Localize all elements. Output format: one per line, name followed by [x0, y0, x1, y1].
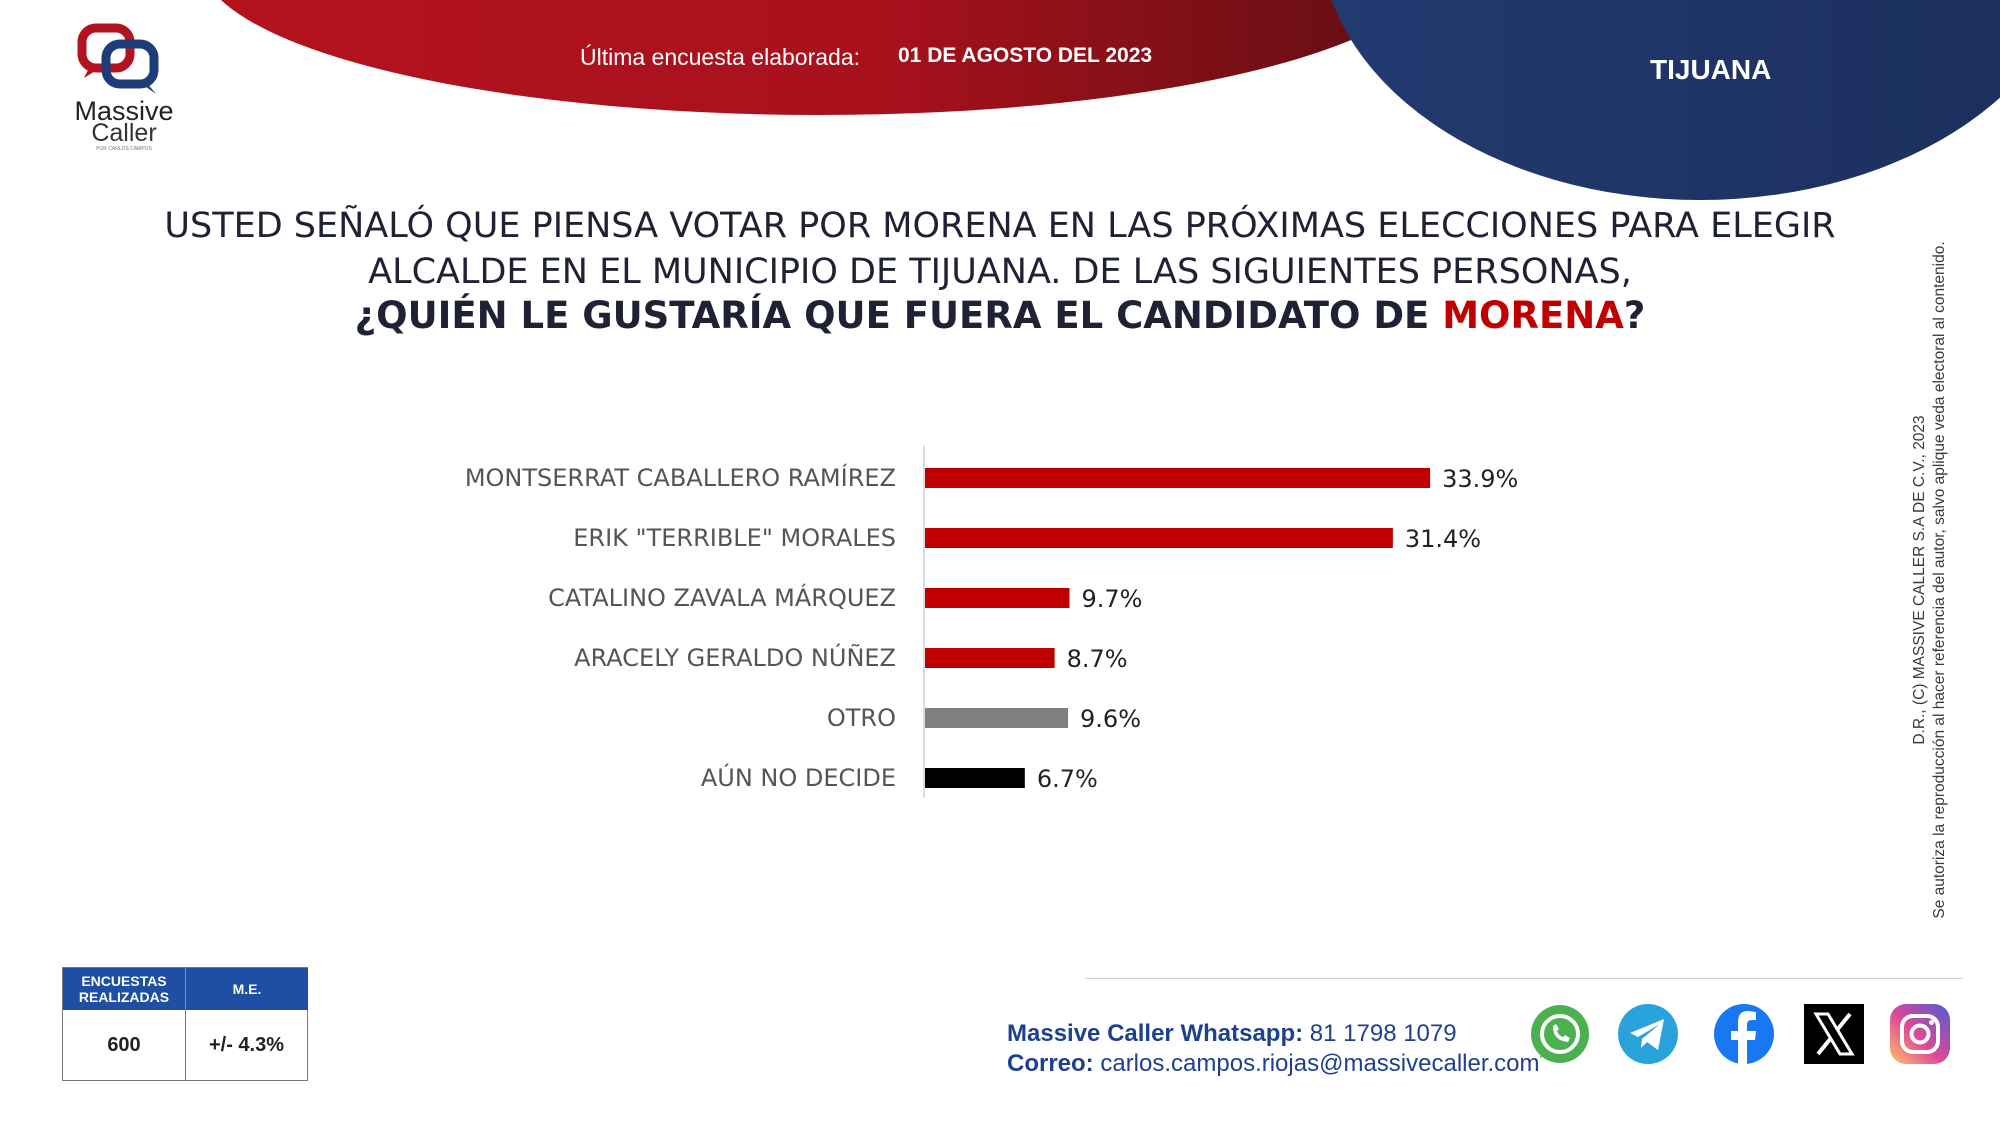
question-line-3-suffix: ?	[1623, 294, 1646, 337]
contact-email: Correo: carlos.campos.riojas@massivecall…	[1007, 1050, 1540, 1078]
instagram-icon[interactable]	[1888, 1002, 1952, 1066]
data-label: 33.9%	[1442, 465, 1518, 493]
survey-date-value: 01 DE AGOSTO DEL 2023	[898, 44, 1153, 67]
question-highlight-party: MORENA	[1442, 294, 1624, 337]
bar	[925, 468, 1431, 488]
logo-tagline: POR CARLOS CAMPOS	[96, 146, 152, 152]
massive-caller-logo	[77, 23, 159, 94]
survey-stats-table: ENCUESTAS REALIZADAS M.E. 600 +/- 4.3%	[62, 967, 308, 1081]
surveys-header: ENCUESTAS REALIZADAS	[63, 968, 185, 1010]
copyright-line-2: Se autoriza la reproducción al hacer ref…	[1931, 241, 1948, 919]
category-label: AÚN NO DECIDE	[701, 762, 896, 792]
data-label: 9.7%	[1082, 585, 1143, 613]
bar	[925, 708, 1069, 728]
category-label: ERIK "TERRIBLE" MORALES	[573, 524, 896, 552]
whatsapp-label: Massive Caller Whatsapp:	[1007, 1020, 1304, 1047]
category-label: OTRO	[827, 704, 896, 732]
footer-divider	[1085, 978, 1963, 979]
data-label: 6.7%	[1037, 765, 1098, 793]
bar	[925, 768, 1025, 788]
data-label: 9.6%	[1080, 705, 1141, 733]
bar	[925, 588, 1070, 608]
question-line-3: ¿QUIÉN LE GUSTARÍA QUE FUERA EL CANDIDAT…	[0, 294, 2000, 337]
copyright-line-1: D.R., (C) MASSIVE CALLER S.A DE C.V., 20…	[1911, 415, 1928, 745]
data-label: 31.4%	[1405, 525, 1481, 553]
contact-whatsapp: Massive Caller Whatsapp: 81 1798 1079	[1007, 1020, 1457, 1048]
logo-text-caller: Caller	[91, 119, 157, 147]
bar	[925, 528, 1393, 548]
margin-error-value: +/- 4.3%	[185, 1010, 307, 1080]
margin-error-header: M.E.	[185, 968, 308, 1010]
email-address[interactable]: carlos.campos.riojas@massivecaller.com	[1100, 1050, 1540, 1077]
question-line-2: ALCALDE EN EL MUNICIPIO DE TIJUANA. DE L…	[368, 252, 1632, 292]
surveys-value: 600	[107, 1034, 141, 1056]
whatsapp-number[interactable]: 81 1798 1079	[1309, 1020, 1457, 1047]
logo-text-massive: Massive	[74, 96, 174, 126]
x-twitter-icon[interactable]	[1802, 1002, 1866, 1066]
email-label: Correo:	[1007, 1050, 1094, 1077]
copyright-note: D.R., (C) MASSIVE CALLER S.A DE C.V., 20…	[1900, 230, 1960, 930]
survey-date-label: Última encuesta elaborada:	[580, 44, 860, 70]
category-label: MONTSERRAT CABALLERO RAMÍREZ	[465, 463, 896, 492]
telegram-icon[interactable]	[1616, 1002, 1680, 1066]
question-line-3-prefix: ¿QUIÉN LE GUSTARÍA QUE FUERA EL CANDIDAT…	[354, 294, 1443, 337]
category-label: CATALINO ZAVALA MÁRQUEZ	[548, 583, 896, 612]
bar	[925, 648, 1055, 668]
region-label: TIJUANA	[1650, 54, 1772, 85]
facebook-icon[interactable]	[1712, 1002, 1776, 1066]
whatsapp-icon[interactable]	[1528, 1002, 1592, 1066]
category-label: ARACELY GERALDO NÚÑEZ	[574, 642, 896, 672]
data-label: 8.7%	[1067, 645, 1128, 673]
question-line-1: USTED SEÑALÓ QUE PIENSA VOTAR POR MORENA…	[164, 206, 1836, 246]
